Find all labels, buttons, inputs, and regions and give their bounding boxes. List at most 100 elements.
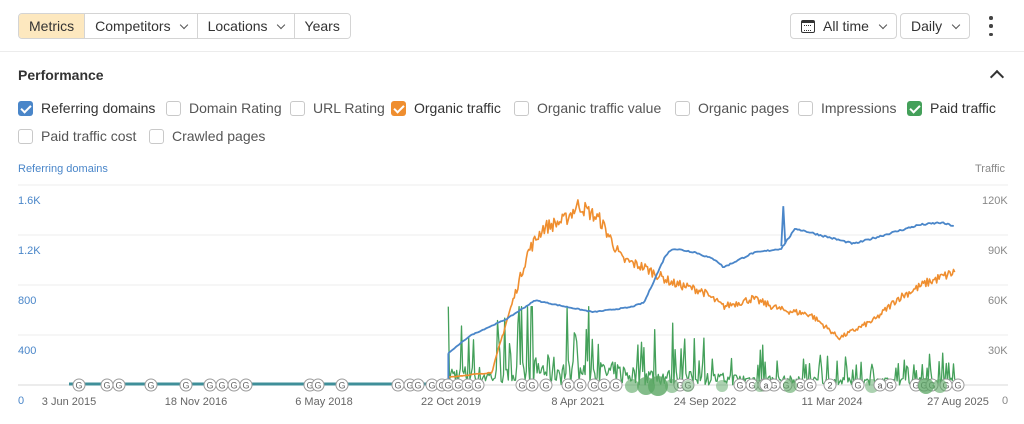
checkbox-organic-pages[interactable]: Organic pages <box>675 100 789 116</box>
google-g-icon-label: G <box>564 381 571 391</box>
right-tick: 60K <box>988 295 1008 307</box>
google-g-icon-label: G <box>684 381 691 391</box>
tab-competitors[interactable]: Competitors <box>85 14 198 38</box>
right-tick: 30K <box>988 345 1008 357</box>
series-organic-traffic <box>448 199 956 378</box>
x-tick: 8 Apr 2021 <box>551 396 605 408</box>
annotation-marker-label: 2 <box>827 381 832 391</box>
google-g-icon-label: G <box>444 381 451 391</box>
checkbox-empty-icon <box>675 100 690 116</box>
checkbox-checked-icon <box>907 100 922 116</box>
date-range-dropdown[interactable]: All time <box>790 13 897 39</box>
checkbox-empty-icon <box>166 100 181 116</box>
checkbox-empty-icon <box>798 100 813 116</box>
google-g-icon-label: G <box>103 381 110 391</box>
more-vertical-icon[interactable] <box>985 16 997 36</box>
google-g-icon-label: G <box>954 381 961 391</box>
google-g-icon <box>681 378 695 392</box>
google-g-icon-label: G <box>306 381 313 391</box>
left-tick: 800 <box>18 295 37 307</box>
series-line <box>448 199 956 378</box>
checkbox-label: Referring domains <box>41 100 156 116</box>
google-g-icon <box>112 378 126 392</box>
checkbox-organic-traffic-value[interactable]: Organic traffic value <box>514 100 661 116</box>
left-tick: 1.6K <box>18 195 41 207</box>
google-g-icon-label: G <box>886 381 893 391</box>
checkbox-referring-domains[interactable]: Referring domains <box>18 100 155 116</box>
checkbox-checked-icon <box>391 100 406 116</box>
annotation-marker-label: a <box>763 381 768 391</box>
google-g-icon-label: G <box>912 381 919 391</box>
tab-locations[interactable]: Locations <box>197 14 295 38</box>
google-g-icon-label: G <box>338 381 345 391</box>
right-tick: 0 <box>1002 395 1009 407</box>
checkbox-organic-traffic[interactable]: Organic traffic <box>391 100 501 116</box>
google-g-icon-label: G <box>394 381 401 391</box>
x-tick: 3 Jun 2015 <box>41 396 97 408</box>
x-tick: 22 Oct 2019 <box>421 396 481 408</box>
google-g-icon-label: G <box>676 381 683 391</box>
checkbox-label: Organic traffic <box>414 100 501 116</box>
google-g-icon-label: G <box>528 381 535 391</box>
google-g-icon-label: G <box>518 381 525 391</box>
google-g-icon <box>179 378 193 392</box>
tab-metrics[interactable]: Metrics <box>19 14 86 38</box>
google-g-icon <box>573 378 587 392</box>
checkbox-impressions[interactable]: Impressions <box>798 100 896 116</box>
granularity-dropdown[interactable]: Daily <box>900 13 971 39</box>
series-line <box>447 305 956 386</box>
left-tick: 400 <box>18 345 37 357</box>
annotation-marker <box>873 378 887 392</box>
calendar-icon <box>801 19 815 33</box>
google-g-icon-label: G <box>414 381 421 391</box>
google-g-icon-label: G <box>748 381 755 391</box>
google-g-icon <box>539 378 553 392</box>
checkbox-empty-icon <box>290 100 305 116</box>
paid-keyword-bubble <box>783 379 797 393</box>
x-tick: 27 Aug 2025 <box>927 396 989 408</box>
checkbox-empty-icon <box>18 128 33 144</box>
checkbox-domain-rating[interactable]: Domain Rating <box>166 100 282 116</box>
paid-keyword-bubble <box>648 376 668 396</box>
left-axis-title: Referring domains <box>18 163 108 175</box>
paid-keyword-bubble <box>682 380 694 392</box>
google-g-icon-label: G <box>612 381 619 391</box>
x-tick: 6 May 2018 <box>295 396 353 408</box>
checkbox-label: Paid traffic cost <box>41 128 137 144</box>
checkbox-paid-traffic[interactable]: Paid traffic <box>907 100 996 116</box>
left-tick: 1.2K <box>18 245 41 257</box>
annotation-marker-label: a <box>877 381 882 391</box>
checkbox-empty-icon <box>514 100 529 116</box>
google-g-icon-label: G <box>806 381 813 391</box>
series-line <box>780 206 787 247</box>
x-tick: 11 Mar 2024 <box>801 396 863 408</box>
date-range-label: All time <box>823 18 869 34</box>
google-g-icon-label: G <box>770 381 777 391</box>
paid-keyword-bubble <box>625 379 639 393</box>
google-g-icon-label: G <box>147 381 154 391</box>
google-g-icon-label: G <box>75 381 82 391</box>
x-tick: 18 Nov 2016 <box>164 396 228 408</box>
google-g-icon-label: G <box>542 381 549 391</box>
paid-keyword-bubble <box>665 379 679 393</box>
checkbox-paid-traffic-cost[interactable]: Paid traffic cost <box>18 128 136 144</box>
view-segmented-control: Metrics Competitors Locations Years <box>18 13 351 39</box>
google-g-icon-label: G <box>115 381 122 391</box>
google-g-icon <box>144 378 158 392</box>
checkbox-label: Crawled pages <box>172 128 266 144</box>
tab-years[interactable]: Years <box>294 14 350 38</box>
google-g-icon <box>851 378 865 392</box>
google-g-icon-label: G <box>428 381 435 391</box>
paid-keyword-bubble <box>918 378 934 394</box>
checkbox-url-rating[interactable]: URL Rating <box>290 100 385 116</box>
annotation-markers: GGGGGGGGGGGGGGGGGGGGGGGGGGGGGGGGGGGGGGGG… <box>72 376 965 396</box>
google-g-icon <box>525 378 539 392</box>
google-g-icon <box>239 378 253 392</box>
checkbox-empty-icon <box>149 128 164 144</box>
checkbox-crawled-pages[interactable]: Crawled pages <box>149 128 265 144</box>
google-g-icon <box>311 378 325 392</box>
paid-keyword-bubble <box>933 379 947 393</box>
checkbox-checked-icon <box>18 100 33 116</box>
annotation-marker <box>823 378 837 392</box>
google-g-icon-label: G <box>406 381 413 391</box>
